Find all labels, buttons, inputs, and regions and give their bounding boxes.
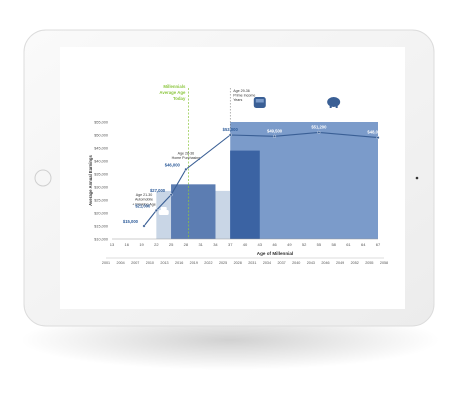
data-label: $49,500 xyxy=(267,128,283,133)
stage-block-overlay xyxy=(230,150,260,239)
age-tick-label: 46 xyxy=(272,242,277,247)
y-tick-label: $35,000 xyxy=(94,173,108,177)
annotation-text: Age 29-36 xyxy=(233,89,250,93)
house-body xyxy=(191,166,201,171)
today-marker-label: Millennials xyxy=(163,84,186,89)
data-label: $48,000 xyxy=(367,130,383,135)
year-tick-label: 2031 xyxy=(248,261,256,265)
x-axis-title: Age of Millennial xyxy=(257,251,294,256)
age-tick-label: 58 xyxy=(331,242,336,247)
data-label: $51,200 xyxy=(311,124,327,129)
annotation-text: Age 28-36 xyxy=(178,152,195,156)
data-point xyxy=(142,224,146,228)
age-tick-label: 61 xyxy=(346,242,351,247)
stage-block-overlay xyxy=(171,184,216,239)
y-axis-title: Average Annual Earnings xyxy=(88,155,93,206)
today-marker-label: Today xyxy=(173,96,186,101)
year-tick-label: 2040 xyxy=(292,261,300,265)
year-tick-label: 2025 xyxy=(219,261,227,265)
annotation-text: Automobile xyxy=(135,198,153,202)
y-tick-label: $50,000 xyxy=(94,134,108,138)
age-tick-label: 22 xyxy=(154,242,159,247)
data-label: $15,000 xyxy=(123,219,139,224)
year-tick-label: 2049 xyxy=(336,261,344,265)
y-tick-label: $25,000 xyxy=(94,199,108,203)
y-tick-label: $15,000 xyxy=(94,225,108,229)
year-tick-label: 2058 xyxy=(380,261,388,265)
year-tick-label: 2016 xyxy=(175,261,183,265)
year-tick-label: 2046 xyxy=(321,261,329,265)
home-button[interactable] xyxy=(34,169,52,187)
age-tick-label: 55 xyxy=(317,242,322,247)
piggy-bank-icon xyxy=(327,97,341,107)
year-tick-label: 2013 xyxy=(160,261,168,265)
data-point xyxy=(154,208,158,212)
age-tick-label: 34 xyxy=(213,242,218,247)
year-tick-label: 2037 xyxy=(277,261,285,265)
bus-window xyxy=(255,99,264,103)
annotation-text: Prime Income xyxy=(233,94,255,98)
year-tick-label: 2007 xyxy=(131,261,139,265)
age-tick-label: 67 xyxy=(376,242,381,247)
annotation-text: Age 21-30 xyxy=(136,193,153,197)
age-tick-label: 25 xyxy=(169,242,174,247)
camera-dot xyxy=(415,176,419,180)
y-tick-label: $20,000 xyxy=(94,212,108,216)
car-roof xyxy=(160,207,167,211)
year-tick-label: 2034 xyxy=(263,261,271,265)
y-tick-label: $40,000 xyxy=(94,160,108,164)
year-tick-label: 2004 xyxy=(117,261,125,265)
data-label: $27,000 xyxy=(150,188,166,193)
data-point xyxy=(317,130,321,134)
age-tick-label: 19 xyxy=(139,242,144,247)
car-icon xyxy=(158,210,169,215)
year-tick-label: 2022 xyxy=(204,261,212,265)
y-tick-label: $55,000 xyxy=(94,121,108,125)
year-tick-label: 2010 xyxy=(146,261,154,265)
y-tick-label: $45,000 xyxy=(94,147,108,151)
data-point xyxy=(169,193,173,197)
earnings-line xyxy=(143,131,379,227)
year-tick-label: 2043 xyxy=(307,261,315,265)
age-tick-label: 64 xyxy=(361,242,366,247)
year-tick-label: 2001 xyxy=(102,261,110,265)
age-tick-label: 37 xyxy=(228,242,233,247)
age-tick-label: 52 xyxy=(302,242,307,247)
year-tick-label: 2052 xyxy=(351,261,359,265)
age-tick-label: 40 xyxy=(243,242,248,247)
today-marker-label: Average Age xyxy=(159,90,186,95)
year-tick-label: 2055 xyxy=(365,261,373,265)
piggy-leg xyxy=(329,105,332,108)
data-label: $21,000 xyxy=(135,203,151,208)
age-tick-label: 13 xyxy=(110,242,115,247)
annotation-text: Years xyxy=(233,98,242,102)
age-tick-label: 49 xyxy=(287,242,292,247)
y-tick-label: $30,000 xyxy=(94,186,108,190)
age-tick-label: 43 xyxy=(258,242,263,247)
age-tick-label: 28 xyxy=(184,242,189,247)
y-tick-label: $10,000 xyxy=(94,238,108,242)
data-point xyxy=(228,133,232,137)
plot-area: $10,000 $15,000 $20,000 $25,000 $30,000 $35,0… xyxy=(88,84,388,265)
year-tick-label: 2028 xyxy=(234,261,242,265)
data-label: $46,000 xyxy=(165,162,181,167)
data-point xyxy=(376,136,380,140)
year-tick-label: 2019 xyxy=(190,261,198,265)
piggy-leg xyxy=(335,105,338,108)
annotation-text: + Drinking Age xyxy=(132,202,155,206)
data-point xyxy=(184,167,188,171)
data-point xyxy=(273,134,277,138)
age-tick-label: 31 xyxy=(198,242,203,247)
annotation-text: Home Purchasing xyxy=(172,156,201,160)
data-label: $53,000 xyxy=(223,127,239,132)
age-tick-label: 16 xyxy=(125,242,130,247)
